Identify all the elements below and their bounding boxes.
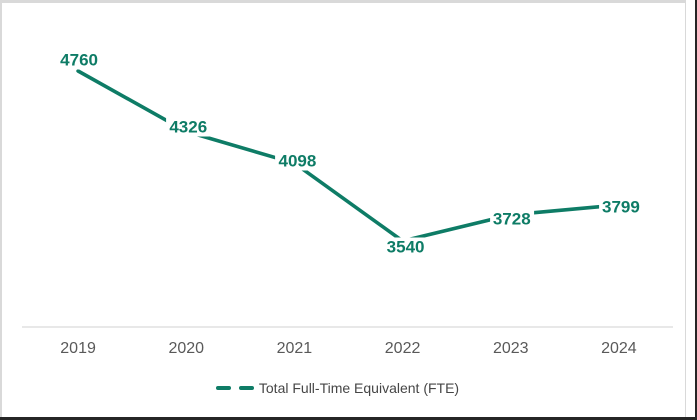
- x-axis-label: 2022: [384, 340, 421, 357]
- chart-panel: 4760 4326 4098 3540 3728 3799 2019 2020 2021 202…: [0, 0, 686, 417]
- data-label: 4326: [166, 117, 211, 137]
- x-axis-label: 2023: [492, 340, 529, 357]
- legend: Total Full-Time Equivalent (FTE): [2, 377, 673, 399]
- fte-line-chart: [22, 69, 673, 328]
- x-axis-label: 2019: [60, 340, 96, 357]
- data-label: 4760: [57, 50, 101, 70]
- x-axis-label: 2021: [276, 340, 313, 357]
- legend-label: Total Full-Time Equivalent (FTE): [258, 380, 460, 396]
- x-axis-label: 2020: [168, 340, 205, 357]
- x-axis-label: 2024: [601, 340, 637, 357]
- fte-series-line: [76, 69, 621, 243]
- data-label: 3728: [489, 209, 534, 229]
- legend-dash-icon: [238, 386, 254, 390]
- data-label: 3540: [383, 237, 428, 257]
- legend-dash-icon: [215, 386, 231, 390]
- data-label: 3799: [598, 197, 643, 217]
- data-label: 4098: [275, 151, 320, 171]
